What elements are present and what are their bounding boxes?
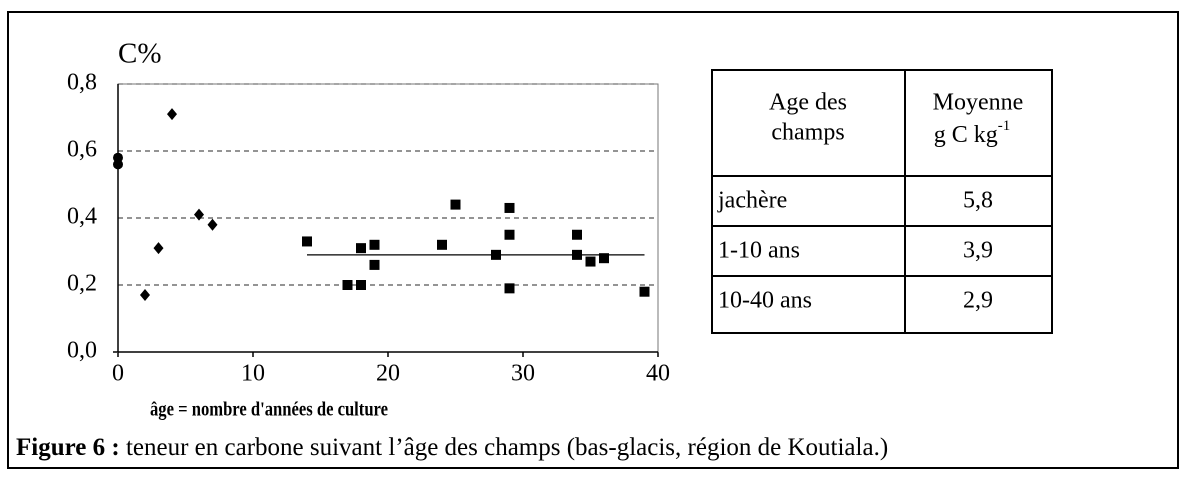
table-border <box>711 69 1053 334</box>
point <box>585 256 596 267</box>
table-cell: jachère <box>717 188 787 214</box>
unit: g C kg <box>934 122 998 148</box>
table-cell: 10-40 ans <box>718 288 812 314</box>
table-cell: 1-10 ans <box>718 238 800 264</box>
point <box>572 229 582 240</box>
table: Age des champs Moyenne g C kg-1 jachère … <box>711 69 1053 334</box>
y-tick-label: 0,8 <box>67 70 97 96</box>
point <box>450 199 461 210</box>
y-tick-label: 0,6 <box>67 137 97 163</box>
y-tick-label: 0,4 <box>67 204 97 230</box>
table-cell: 2,9 <box>963 288 993 314</box>
point <box>639 286 650 297</box>
caption-text: teneur en carbone suivant l’âge des cham… <box>120 434 888 461</box>
point <box>207 218 218 231</box>
point <box>504 202 515 213</box>
point <box>437 239 447 250</box>
table-header: champs <box>771 120 844 146</box>
y-axis-label: C% <box>118 38 162 70</box>
x-axis-label: âge = nombre d'années de culture <box>150 399 388 421</box>
x-tick-label: 40 <box>646 361 670 387</box>
point <box>504 229 515 240</box>
point <box>599 253 609 264</box>
x-tick-label: 30 <box>511 361 535 387</box>
x-tick-label: 0 <box>112 361 124 387</box>
table-header: Age des <box>769 90 847 116</box>
point <box>342 280 353 290</box>
point <box>491 249 501 260</box>
point <box>153 242 164 255</box>
point <box>113 159 123 170</box>
point <box>369 239 380 250</box>
y-tick-label: 0,0 <box>67 338 97 364</box>
y-tick-label: 0,2 <box>67 271 97 297</box>
unit-exponent: -1 <box>998 118 1011 134</box>
point <box>194 208 204 221</box>
table-header-unit: g C kg-1 <box>934 118 1011 147</box>
table-header: Moyenne <box>933 90 1024 116</box>
caption: Figure 6 : teneur en carbone suivant l’â… <box>16 434 888 461</box>
point <box>504 283 515 294</box>
table-cell: 5,8 <box>963 188 993 214</box>
point <box>356 280 366 290</box>
point <box>302 236 312 247</box>
x-tick-label: 10 <box>241 361 265 387</box>
caption-label: Figure 6 : <box>16 434 120 461</box>
table-cell: 3,9 <box>963 238 993 264</box>
point <box>167 108 177 121</box>
point <box>356 243 366 254</box>
point <box>572 249 582 260</box>
figure-border <box>7 11 1179 469</box>
point <box>369 259 380 270</box>
point <box>140 289 150 302</box>
x-tick-label: 20 <box>376 361 400 387</box>
